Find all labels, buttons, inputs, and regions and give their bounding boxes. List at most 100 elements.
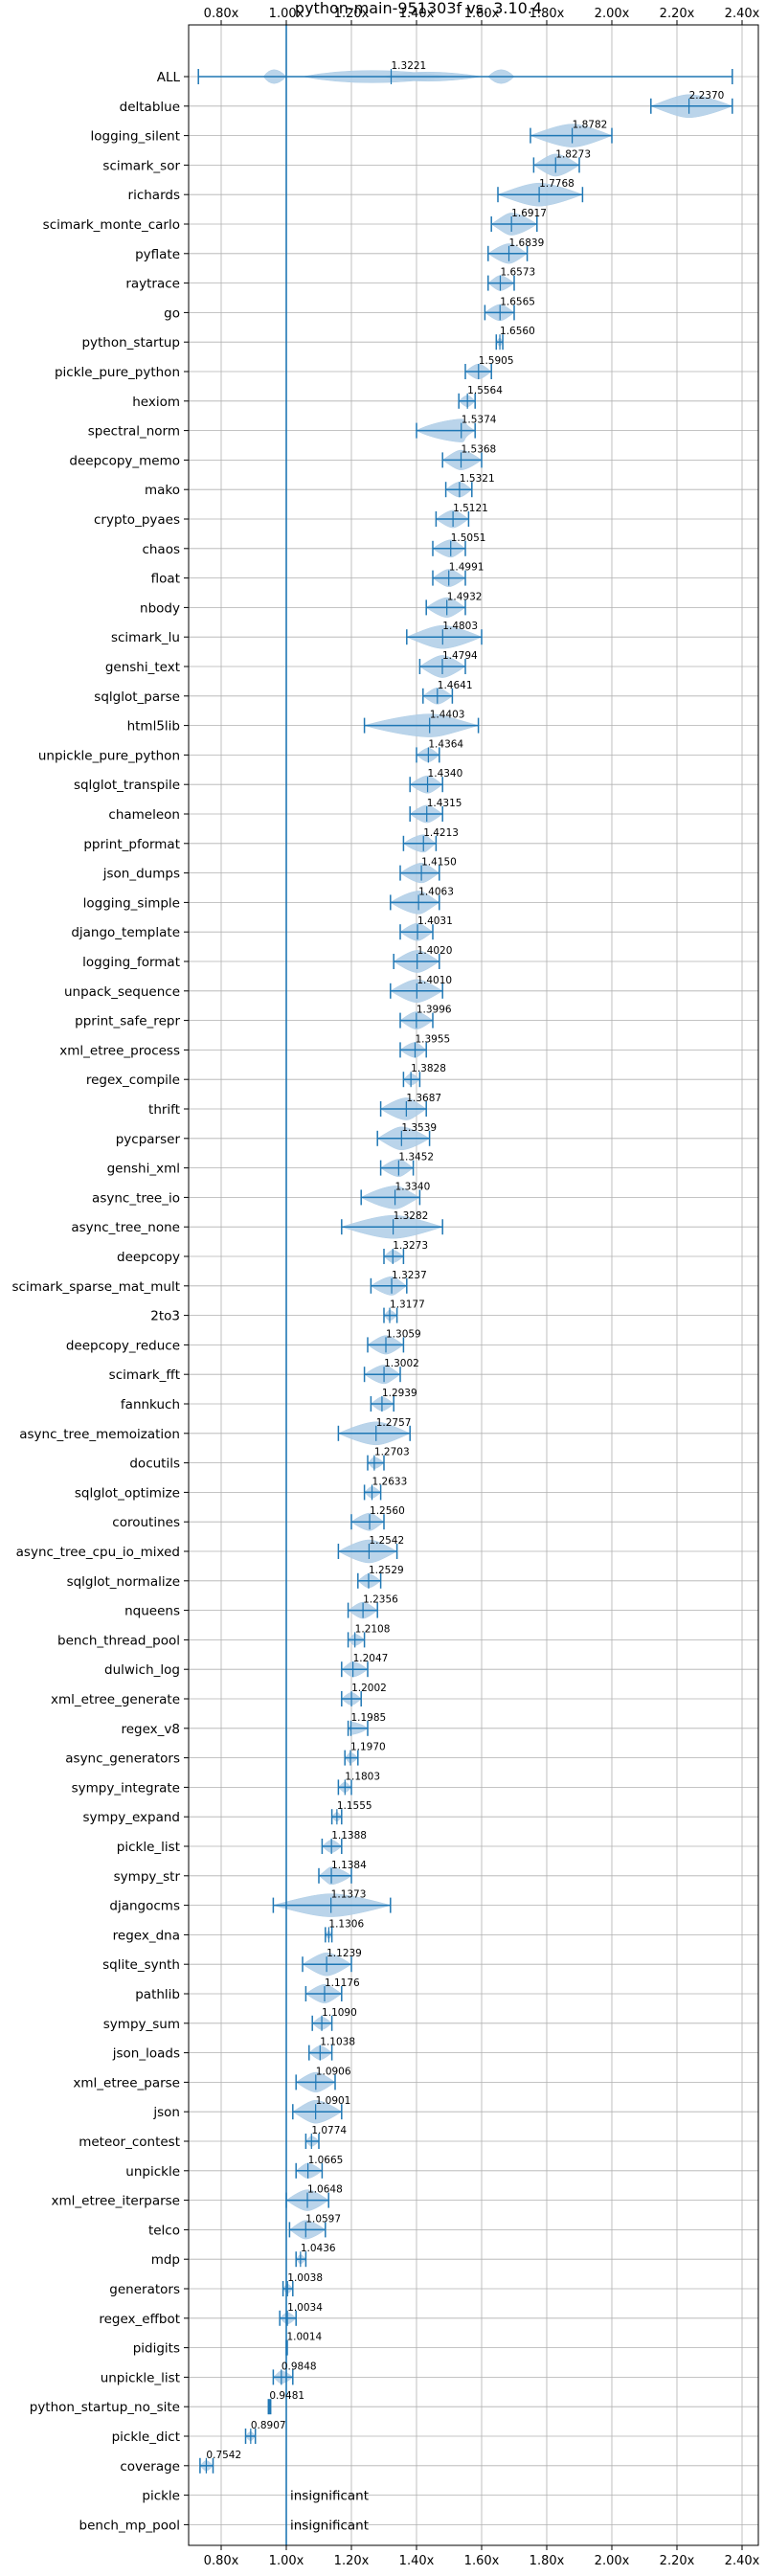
benchmark-label: mdp [151,2252,180,2268]
benchmark-label: sqlglot_transpile [74,778,180,793]
benchmark-label: unpack_sequence [64,984,180,1000]
tick-label-top: 1.20x [334,7,370,21]
tick-label-bottom: 2.20x [660,2554,695,2568]
benchmark-label: python_startup_no_site [30,2400,180,2415]
benchmark-label: unpickle [125,2164,180,2180]
value-label: 1.2108 [355,1623,391,1635]
tick-label-top: 1.40x [399,7,435,21]
benchmark-label: regex_effbot [99,2312,180,2327]
value-label: 1.1970 [350,1742,386,1753]
benchmark-label: chameleon [108,807,180,823]
benchmark-label: generators [109,2282,180,2297]
value-label: 1.4932 [447,591,483,602]
benchmark-label: pathlib [135,1987,180,2002]
benchmark-label: richards [128,188,180,203]
benchmark-label: docutils [129,1457,180,1472]
benchmark-label: deltablue [120,100,180,115]
value-label: 1.4020 [417,945,453,957]
value-label: 1.3996 [417,1005,452,1016]
value-label: 1.3221 [392,60,427,72]
value-label: 1.1555 [337,1800,372,1812]
value-label: 1.5121 [453,503,488,514]
value-label: 1.2529 [369,1565,404,1576]
benchmark-label: crypto_pyaes [94,512,180,528]
tick-label-top: 1.00x [269,7,304,21]
value-label: 1.5051 [451,532,486,544]
plot-frame [188,24,759,2546]
value-label: 1.3687 [406,1093,441,1104]
value-label: 1.2356 [363,1594,398,1606]
value-label: 1.5368 [462,443,497,455]
value-label: 1.1306 [328,1918,364,1930]
value-label: 1.1384 [331,1860,367,1871]
value-label: 1.4010 [417,975,452,986]
value-label: 1.4213 [423,827,459,839]
value-label: 1.1985 [350,1712,386,1724]
value-label: 1.4063 [418,886,454,897]
benchmark-label: float [151,572,180,587]
value-label: 1.5374 [462,415,497,426]
benchmark-label: coroutines [112,1515,180,1530]
benchmark-label: async_tree_memoization [19,1427,180,1442]
value-label: 1.1090 [322,2007,357,2019]
value-label: 1.3340 [395,1181,431,1192]
benchmark-label: regex_compile [86,1073,180,1088]
value-label: 1.1388 [331,1830,367,1842]
insignificant-label: insignificant [290,2489,369,2504]
value-label: 1.0648 [307,2184,343,2196]
value-label: 1.4794 [442,650,478,662]
benchmark-label: thrift [148,1102,180,1118]
value-label: 1.1373 [331,1889,367,1901]
tick-label-bottom: 1.80x [529,2554,565,2568]
benchmark-label: scimark_sor [102,158,180,173]
benchmark-label: deepcopy_memo [69,453,180,468]
value-label: 1.3273 [393,1240,428,1252]
value-label: 0.7542 [206,2450,241,2461]
benchmark-label: logging_format [82,955,180,970]
value-label: 1.3059 [386,1328,421,1340]
benchmark-label: pycparser [116,1132,181,1147]
benchmark-label: deepcopy_reduce [66,1338,180,1353]
value-label: 1.3452 [398,1152,434,1164]
value-label: 1.2542 [369,1535,404,1547]
value-label: 0.8907 [251,2420,286,2431]
value-label: 1.0597 [305,2213,341,2225]
value-label: 1.6917 [511,208,547,219]
benchmark-label: async_generators [65,1751,180,1767]
benchmark-label: genshi_xml [107,1162,180,1177]
value-label: 1.6573 [500,267,535,279]
value-label: 1.1239 [327,1948,362,1959]
value-labels: 1.3221 2.2370 1.8782 1.8273 1.7768 1.6917 1.68… [206,60,724,2533]
benchmark-label: json_loads [112,2046,180,2062]
value-label: 1.4031 [417,915,453,927]
value-label: 1.8782 [573,120,608,131]
benchmark-label: django_template [71,925,180,940]
benchmark-label: sympy_integrate [72,1780,180,1796]
value-label: 1.3177 [390,1299,425,1311]
benchmark-label: sympy_str [114,1869,181,1885]
tick-label-bottom: 1.40x [399,2554,435,2568]
benchmark-label: html5lib [127,719,180,734]
value-label: 1.1038 [320,2037,355,2048]
benchmark-label: pprint_safe_repr [75,1014,180,1029]
benchmark-label: genshi_text [105,660,180,675]
tick-label-top: 2.00x [595,7,630,21]
benchmark-label: xml_etree_process [59,1043,180,1058]
value-label: 1.2757 [376,1417,412,1429]
benchmark-label: bench_thread_pool [57,1633,180,1648]
benchmark-label: async_tree_none [71,1220,180,1235]
benchmark-label: scimark_sparse_mat_mult [12,1279,180,1295]
value-label: 1.2633 [372,1476,408,1487]
value-label: 1.0436 [301,2243,336,2254]
value-label: 1.0901 [316,2095,351,2107]
value-label: 1.5905 [479,355,514,367]
tick-label-bottom: 1.20x [334,2554,370,2568]
tick-label-top: 2.20x [660,7,695,21]
tick-label-bottom: 2.00x [595,2554,630,2568]
value-label: 2.2370 [689,90,725,102]
value-label: 1.5321 [460,473,495,485]
benchmark-label: sqlglot_parse [94,689,180,705]
benchmark-label: bench_mp_pool [79,2518,180,2533]
benchmark-label: regex_v8 [121,1722,180,1737]
